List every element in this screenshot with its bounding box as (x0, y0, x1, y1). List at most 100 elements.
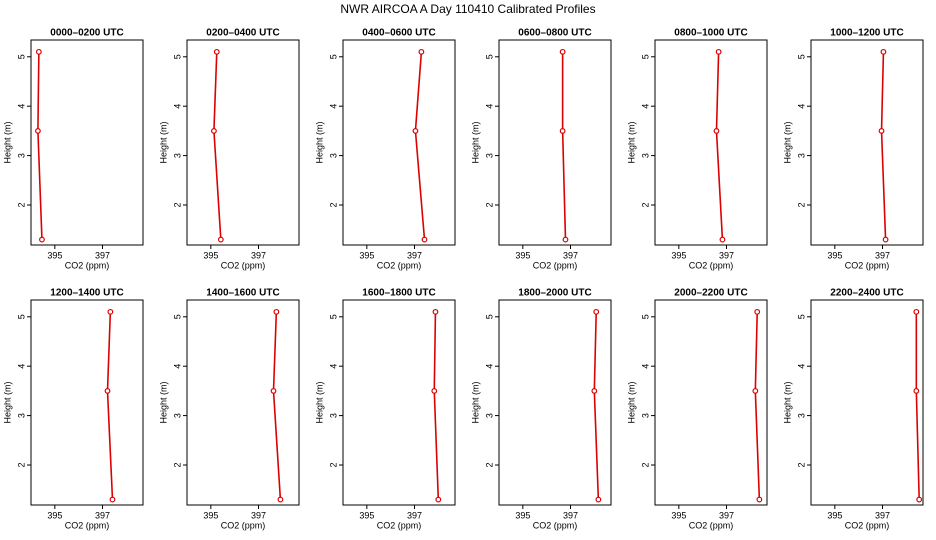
panel-title: 0600–0800 UTC (518, 28, 591, 39)
plot-box (186, 299, 300, 506)
profile-point (559, 48, 566, 55)
x-axis-label: CO2 (ppm) (221, 260, 266, 270)
page-title: NWR AIRCOA A Day 110410 Calibrated Profi… (340, 2, 595, 16)
y-axis-label: Height (m) (782, 381, 792, 423)
x-axis-label: CO2 (ppm) (65, 520, 110, 530)
profile-point (107, 308, 114, 315)
plot-box (30, 39, 144, 246)
y-tick-label: 3 (484, 153, 494, 158)
y-tick-label: 5 (796, 314, 806, 319)
profile-point (595, 496, 602, 503)
y-axis-label: Height (m) (158, 121, 168, 163)
y-tick-label: 5 (640, 54, 650, 59)
x-axis-label: CO2 (ppm) (533, 260, 578, 270)
x-axis-label: CO2 (ppm) (689, 520, 734, 530)
profile-line (915, 311, 920, 500)
x-tick-label: 397 (719, 510, 734, 520)
profile-point (713, 127, 720, 134)
y-tick-label: 5 (328, 314, 338, 319)
y-axis-label: Height (m) (2, 381, 12, 423)
y-tick-label: 2 (484, 202, 494, 207)
profile-point (913, 308, 920, 315)
x-tick-label: 397 (95, 510, 110, 520)
y-tick-label: 3 (484, 413, 494, 418)
profile-point (754, 308, 761, 315)
x-axis-label: CO2 (ppm) (221, 520, 266, 530)
y-tick-label: 5 (16, 314, 26, 319)
x-tick-label: 397 (95, 250, 110, 260)
y-axis-label: Height (m) (158, 381, 168, 423)
x-tick-label: 395 (671, 250, 686, 260)
x-axis-label: CO2 (ppm) (845, 260, 890, 270)
y-axis-label: Height (m) (314, 381, 324, 423)
profile-line (715, 51, 724, 240)
y-axis-label: Height (m) (314, 121, 324, 163)
y-tick-label: 2 (16, 462, 26, 467)
profile-point (880, 48, 887, 55)
x-axis-label: CO2 (ppm) (533, 520, 578, 530)
profile-point (559, 127, 566, 134)
y-tick-label: 2 (640, 202, 650, 207)
x-axis-label: CO2 (ppm) (377, 520, 422, 530)
profile-point (715, 48, 722, 55)
panel-title: 1800–2000 UTC (518, 288, 591, 299)
y-tick-label: 2 (796, 462, 806, 467)
plot-box (186, 39, 300, 246)
y-tick-label: 3 (796, 153, 806, 158)
profile-line (106, 311, 114, 500)
y-tick-label: 3 (328, 413, 338, 418)
panel-title: 2200–2400 UTC (830, 288, 903, 299)
y-tick-label: 3 (640, 153, 650, 158)
x-tick-label: 395 (47, 250, 62, 260)
x-tick-label: 397 (251, 250, 266, 260)
profile-point (752, 387, 759, 394)
x-tick-label: 395 (359, 510, 374, 520)
y-tick-label: 3 (172, 153, 182, 158)
y-tick-label: 4 (484, 364, 494, 369)
y-tick-label: 2 (484, 462, 494, 467)
plot-box (654, 39, 768, 246)
x-tick-label: 397 (563, 250, 578, 260)
y-tick-label: 4 (484, 104, 494, 109)
y-axis-label: Height (m) (626, 381, 636, 423)
y-tick-label: 5 (484, 314, 494, 319)
profile-point (418, 48, 425, 55)
y-tick-label: 2 (640, 462, 650, 467)
x-tick-label: 397 (875, 250, 890, 260)
y-axis-label: Height (m) (782, 121, 792, 163)
profile-point (211, 127, 217, 134)
panel-title: 0400–0600 UTC (362, 28, 435, 39)
plot-box (654, 299, 768, 506)
y-tick-label: 4 (640, 104, 650, 109)
profile-point (756, 496, 763, 503)
x-axis-label: CO2 (ppm) (845, 520, 890, 530)
x-axis-label: CO2 (ppm) (65, 260, 110, 270)
x-axis-label: CO2 (ppm) (377, 260, 422, 270)
profile-point (431, 387, 438, 394)
y-axis-label: Height (m) (470, 381, 480, 423)
x-tick-label: 397 (563, 510, 578, 520)
y-tick-label: 5 (16, 54, 26, 59)
x-tick-label: 395 (827, 510, 842, 520)
plot-box (498, 39, 612, 246)
y-tick-label: 5 (172, 54, 182, 59)
panel-title: 2000–2200 UTC (674, 288, 747, 299)
y-tick-label: 2 (172, 202, 182, 207)
y-tick-label: 5 (328, 54, 338, 59)
plot-box (810, 39, 924, 246)
profile-point (270, 387, 277, 394)
y-tick-label: 4 (172, 364, 182, 369)
panel-title: 0200–0400 UTC (206, 28, 279, 39)
x-tick-label: 397 (251, 510, 266, 520)
y-tick-label: 3 (640, 413, 650, 418)
y-tick-label: 2 (796, 202, 806, 207)
x-tick-label: 395 (203, 510, 218, 520)
y-tick-label: 5 (484, 54, 494, 59)
panel-title: 1400–1600 UTC (206, 288, 279, 299)
x-tick-label: 395 (515, 250, 530, 260)
y-tick-label: 3 (796, 413, 806, 418)
y-axis-label: Height (m) (626, 121, 636, 163)
y-tick-label: 5 (172, 314, 182, 319)
y-tick-label: 4 (796, 364, 806, 369)
profile-point (435, 496, 442, 503)
